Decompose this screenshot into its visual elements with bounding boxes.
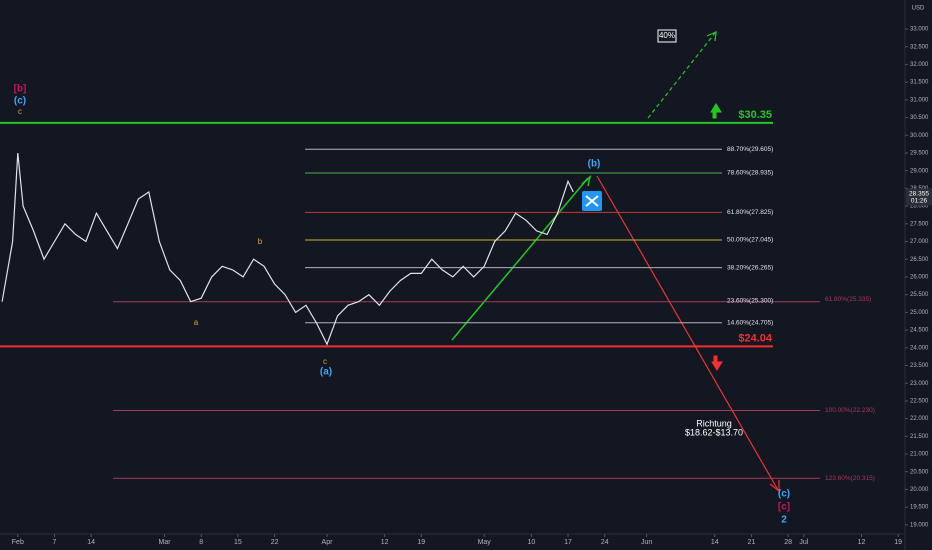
key-level-label: $30.35 <box>738 109 772 121</box>
arrow-head <box>769 480 780 493</box>
trend-line <box>451 177 589 341</box>
x-tick-label: Jul <box>799 539 808 546</box>
x-tick-label: 22 <box>271 539 279 546</box>
swap-icon-glyph <box>585 195 599 207</box>
x-tick-label: 21 <box>748 539 756 546</box>
y-tick-label: 30.500 <box>910 115 929 121</box>
fib-level-label: 23.60%(25.300) <box>727 297 773 304</box>
direction-range: $18.62-$13.70 <box>685 427 743 437</box>
y-tick-label: 24.000 <box>910 345 929 351</box>
y-tick-label: 21.500 <box>910 434 929 440</box>
y-tick-label: 26.500 <box>910 257 929 263</box>
x-tick-label: 14 <box>711 539 719 546</box>
price-tag-label: 28.355 <box>909 190 929 197</box>
price-axis <box>905 0 932 550</box>
y-tick-label: 25.500 <box>910 292 929 298</box>
y-tick-label: 21.000 <box>910 452 929 458</box>
fib-level-label: 14.60%(24.705) <box>727 320 773 327</box>
wave-label: (b) <box>588 159 601 170</box>
x-tick-label: 15 <box>234 539 242 546</box>
y-tick-label: 30.000 <box>910 133 929 139</box>
y-tick-label: 31.500 <box>910 80 929 86</box>
y-tick-label: 29.000 <box>910 168 929 174</box>
x-tick-label: 24 <box>601 539 609 546</box>
arrow-head <box>706 31 717 42</box>
wave-label: c <box>323 357 327 366</box>
y-tick-label: 27.000 <box>910 239 929 245</box>
key-level-label: $24.04 <box>738 332 773 344</box>
y-tick-label: 22.000 <box>910 416 929 422</box>
y-tick-label: 20.000 <box>910 487 929 493</box>
x-tick-label: May <box>478 539 492 546</box>
x-tick-label: 19 <box>894 539 902 546</box>
price-tag <box>906 188 932 206</box>
fib-level-label: 123.60%(20.315) <box>825 475 875 482</box>
y-tick-label: 32.500 <box>910 44 929 50</box>
wave-label: b <box>258 237 263 246</box>
arrow-head <box>581 174 592 187</box>
projection-line <box>596 175 779 491</box>
percent-box <box>657 29 677 43</box>
x-tick-label: 8 <box>199 539 203 546</box>
fib-level-label: 88.70%(29.605) <box>727 146 773 153</box>
price-tag-time: 01:26 <box>911 197 928 204</box>
y-tick-label: 33.000 <box>910 27 929 33</box>
y-tick-label: 31.000 <box>910 97 929 103</box>
y-tick-label: 28.000 <box>910 204 929 210</box>
wave-label: [b] <box>14 84 27 95</box>
direction-title: Richtung <box>696 418 732 428</box>
y-tick-label: 27.500 <box>910 221 929 227</box>
axis-unit: USD <box>912 6 925 12</box>
x-tick-label: Feb <box>12 539 24 546</box>
x-tick-label: Apr <box>322 539 334 546</box>
down-arrow <box>711 355 723 371</box>
y-tick-label: 29.500 <box>910 151 929 157</box>
fib-level-label: 50.00%(27.045) <box>727 237 773 244</box>
x-tick-label: 10 <box>527 539 535 546</box>
x-tick-label: 12 <box>858 539 866 546</box>
x-tick-label: 14 <box>87 539 95 546</box>
x-tick-label: 12 <box>381 539 389 546</box>
price-line <box>1 152 574 346</box>
x-tick-label: 17 <box>564 539 572 546</box>
y-tick-label: 26.000 <box>910 275 929 281</box>
y-tick-label: 22.500 <box>910 398 929 404</box>
wave-label: (c) <box>14 96 26 107</box>
y-tick-label: 23.000 <box>910 381 929 387</box>
up-arrow <box>710 103 722 119</box>
y-tick-label: 23.500 <box>910 363 929 369</box>
x-tick-label: 19 <box>417 539 425 546</box>
y-tick-label: 20.500 <box>910 469 929 475</box>
x-tick-label: 28 <box>784 539 792 546</box>
wave-label: c <box>18 107 22 116</box>
x-tick-label: 7 <box>53 539 57 546</box>
fib-level-label: 100.00%(22.230) <box>825 407 875 414</box>
y-tick-label: 19.000 <box>910 522 929 528</box>
fib-level-label: 38.20%(26.265) <box>727 264 773 271</box>
projection-line <box>647 32 716 119</box>
y-tick-label: 32.000 <box>910 62 929 68</box>
percent-label: 40% <box>659 31 675 40</box>
wave-label: (a) <box>320 367 332 378</box>
y-tick-label: 25.000 <box>910 310 929 316</box>
y-tick-label: 24.500 <box>910 328 929 334</box>
x-tick-label: Mar <box>159 539 172 546</box>
fib-level-label: 61.80%(27.825) <box>727 209 773 216</box>
x-tick-label: Jun <box>641 539 652 546</box>
fib-level-label: 78.60%(28.935) <box>727 170 773 177</box>
y-tick-label: 19.500 <box>910 505 929 511</box>
fib-level-label: 61.80%(25.335) <box>825 296 871 303</box>
wave-label: [c] <box>778 502 790 513</box>
wave-label: (c) <box>778 489 790 500</box>
wave-label: a <box>194 318 199 327</box>
wave-label: 2 <box>781 515 787 526</box>
